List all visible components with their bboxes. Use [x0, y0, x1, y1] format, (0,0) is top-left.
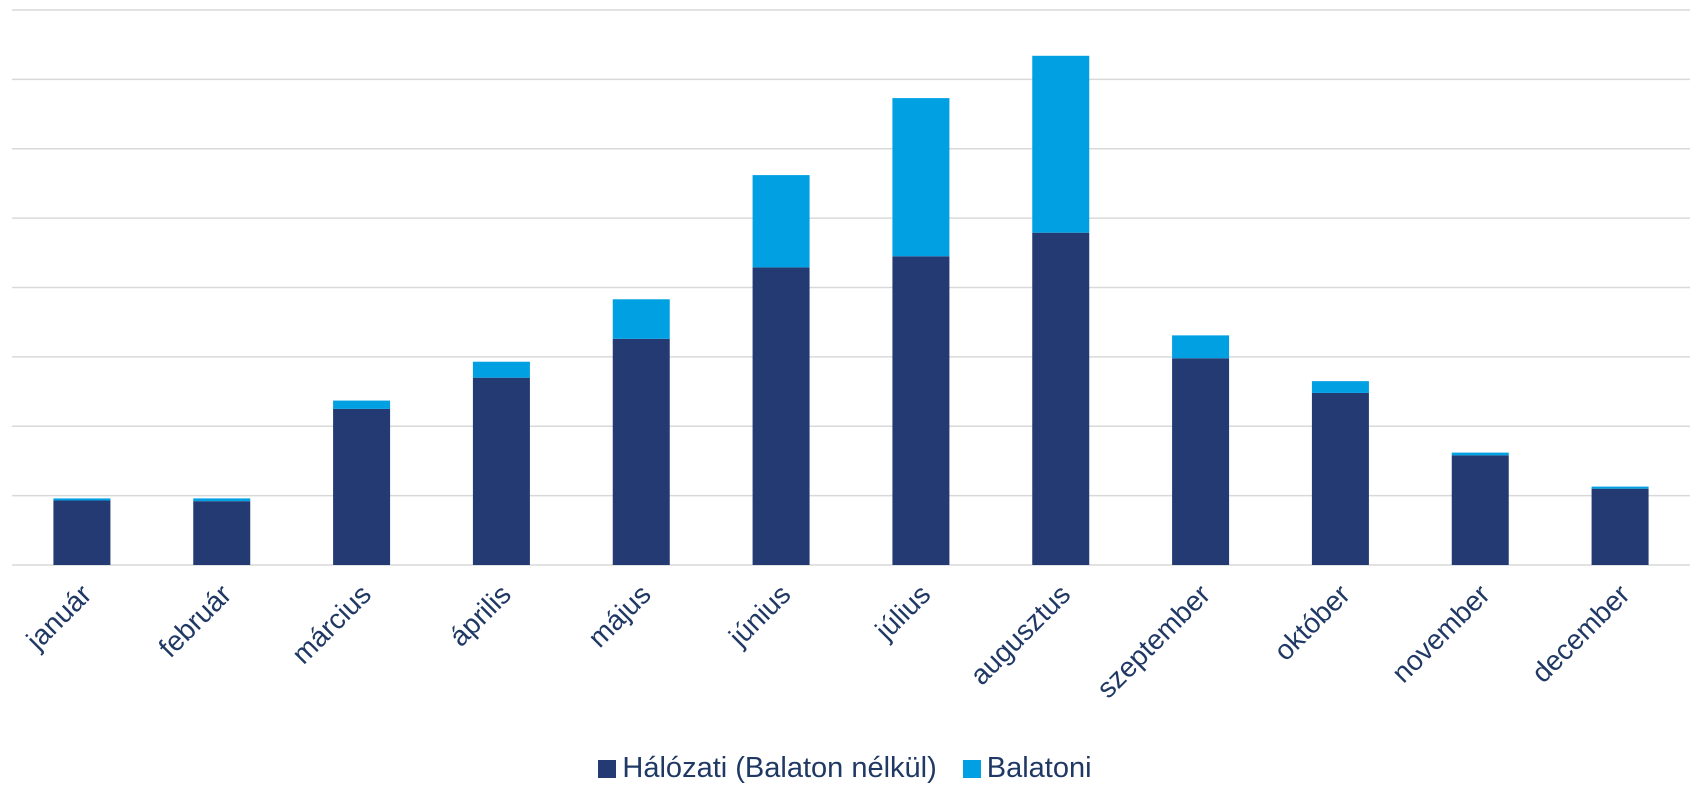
bar-december-series-1	[1591, 488, 1649, 565]
bar-május-series-2	[612, 299, 670, 339]
legend-label-series-2: Balatoni	[986, 752, 1092, 784]
legend-label-series-1: Hálózati (Balaton nélkül)	[622, 752, 937, 784]
x-tick-label: december	[1526, 579, 1636, 689]
bar-január-series-1	[53, 500, 111, 565]
x-tick-label: február	[153, 579, 238, 664]
bar-április-series-2	[472, 361, 530, 378]
x-tick-label: július	[869, 579, 937, 647]
bar-szeptember-series-2	[1172, 335, 1230, 359]
bar-március-series-1	[333, 408, 391, 565]
legend-item-series-1: Hálózati (Balaton nélkül)	[598, 752, 937, 785]
x-tick-label: augusztus	[964, 579, 1076, 691]
x-tick-label: május	[582, 579, 657, 654]
bar-augusztus-series-2	[1032, 55, 1090, 233]
bar-november-series-2	[1451, 452, 1509, 456]
category-labels: január február március április május június jú…	[20, 579, 1636, 704]
bar-április-series-1	[472, 377, 530, 565]
x-tick-label: január	[20, 579, 98, 657]
x-tick-label: március	[286, 579, 377, 670]
bar-október-series-2	[1311, 381, 1369, 393]
legend: Hálózati (Balaton nélkül) Balatoni	[0, 752, 1690, 785]
x-tick-label: június	[722, 579, 796, 653]
x-tick-label: szeptember	[1091, 579, 1216, 704]
legend-swatch-series-1	[598, 759, 617, 778]
x-tick-label: április	[443, 579, 517, 653]
bar-október-series-1	[1311, 392, 1369, 565]
x-tick-label: október	[1268, 579, 1356, 667]
bar-június-series-1	[752, 267, 810, 565]
bar-február-series-1	[193, 501, 251, 565]
bar-november-series-1	[1451, 455, 1509, 565]
bar-május-series-1	[612, 338, 670, 565]
bar-július-series-2	[892, 98, 950, 257]
bar-június-series-2	[752, 175, 810, 268]
bars	[53, 55, 1649, 565]
bar-szeptember-series-1	[1172, 358, 1230, 565]
legend-swatch-series-2	[962, 759, 981, 778]
bar-március-series-2	[333, 400, 391, 409]
x-tick-label: november	[1386, 579, 1496, 689]
bar-július-series-1	[892, 256, 950, 565]
legend-item-series-2: Balatoni	[962, 752, 1092, 785]
bar-december-series-2	[1591, 486, 1649, 489]
bar-augusztus-series-1	[1032, 232, 1090, 565]
bar-január-series-2	[53, 498, 111, 501]
bar-február-series-2	[193, 498, 251, 502]
gridlines	[12, 9, 1690, 566]
